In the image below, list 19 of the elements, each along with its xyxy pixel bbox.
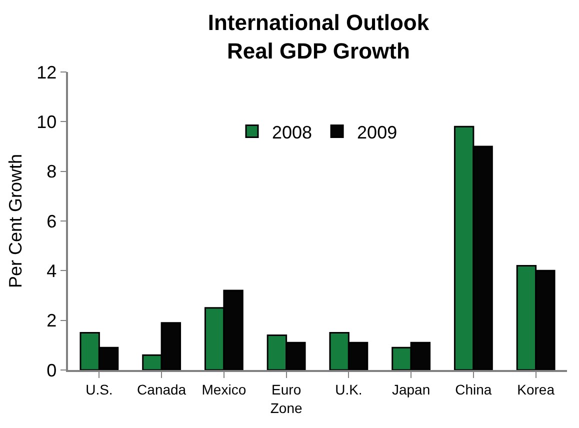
y-tick-label: 8 [46,162,57,182]
x-tick-label: China [455,382,492,398]
x-tick-label: Euro Zone [270,382,302,416]
y-tick-label: 6 [46,211,57,232]
y-tick-label: 12 [36,62,57,82]
x-tick-label: Japan [392,382,430,398]
y-tick-label: 0 [46,360,57,380]
x-tick-label: Mexico [202,382,246,398]
x-tick-label: Korea [517,382,555,398]
y-tick-label: 10 [36,112,57,132]
x-tick-label: U.S. [86,382,113,398]
legend-label: 2008 [272,122,312,142]
y-tick-label: 2 [46,310,57,331]
chart-title: International Outlook Real GDP Growth [208,10,430,64]
y-axis-title: Per Cent Growth [5,154,26,288]
legend-label: 2009 [357,122,398,142]
x-tick-label: Canada [137,382,186,398]
x-tick-label: U.K. [335,382,362,398]
y-tick-label: 4 [46,260,57,281]
